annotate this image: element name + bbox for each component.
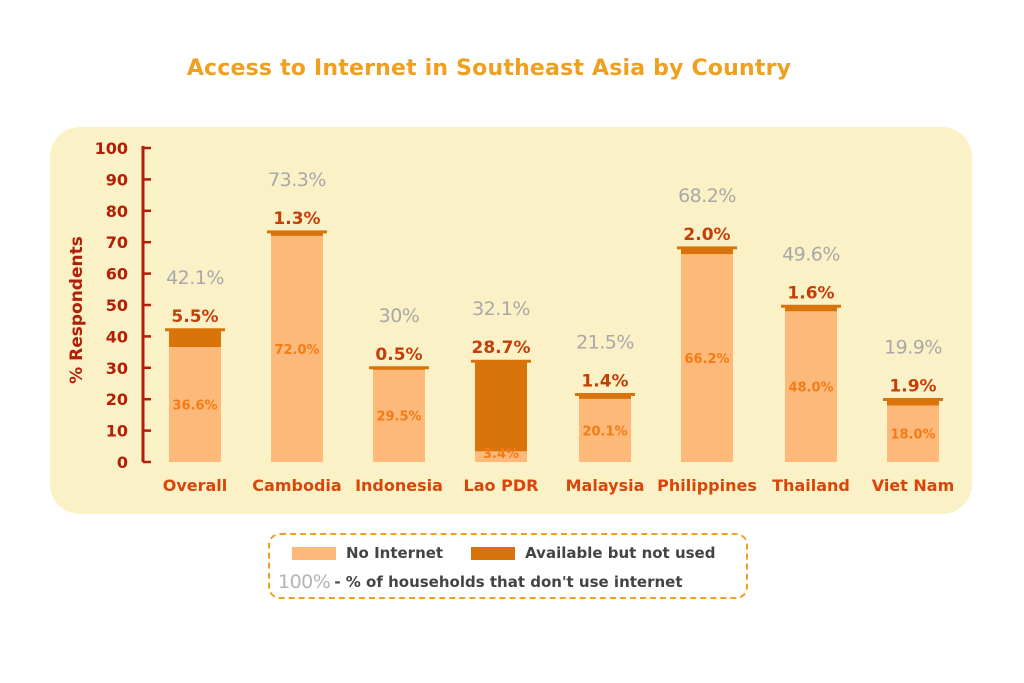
bar-no-internet [579,398,631,462]
bar-available [579,394,631,399]
legend-label-no-internet: No Internet [346,544,444,562]
y-tick-label: 60 [106,265,128,284]
bar-total-label: 42.1% [166,267,224,289]
bar-available-label: 2.0% [683,225,730,245]
bar-no-internet [785,311,837,462]
bar-available [475,361,527,452]
bar-available-label: 1.6% [787,283,834,303]
bar-no-internet [475,451,527,462]
bar-no-internet [681,254,733,462]
bar-available-label: 28.7% [472,338,531,358]
bar-no-internet [373,369,425,462]
legend-total-explanation: - % of households that don't use interne… [334,573,683,591]
bar-total-label: 68.2% [678,185,736,207]
bar-available-label: 1.4% [581,371,628,391]
y-tick-label: 20 [106,390,128,409]
legend-swatch-no-internet [292,546,336,560]
bar-no-internet [271,235,323,462]
y-tick-label: 40 [106,327,128,346]
bar-total-label: 21.5% [576,331,634,353]
y-tick-label: 70 [106,233,128,252]
y-axis-title: % Respondents [67,236,87,384]
x-category-label: Viet Nam [872,476,955,495]
legend-row-total-note: 100% - % of households that don't use in… [278,571,683,593]
chart-title: Access to Internet in Southeast Asia by … [186,56,792,81]
x-category-label: Cambodia [252,476,341,495]
bar-no-internet-label: 72.0% [274,343,319,358]
bar-available [169,329,221,348]
bar-no-internet-label: 66.2% [684,352,729,367]
y-tick-label: 10 [106,422,128,441]
bar-available-label: 1.9% [889,377,936,397]
bar-total-label: 32.1% [472,298,530,320]
legend-row-series: No Internet Available but not used [292,543,715,563]
bar-no-internet-label: 20.1% [582,424,627,439]
y-tick-label: 100 [95,139,128,158]
y-tick-label: 50 [106,296,128,315]
bar-available [681,247,733,255]
bar-available-label: 5.5% [171,307,218,327]
bar-no-internet-label: 36.6% [172,399,217,414]
y-tick-label: 90 [106,170,128,189]
x-category-label: Malaysia [566,476,645,495]
bar-no-internet [887,405,939,462]
y-tick-label: 30 [106,359,128,378]
bar-total-label: 19.9% [884,337,942,359]
legend-swatch-available [471,546,516,560]
bar-available-label: 0.5% [375,345,422,365]
x-category-label: Thailand [772,476,850,495]
bar-no-internet-label: 29.5% [376,410,421,425]
legend: No Internet Available but not used 100% … [268,533,748,599]
legend-total-example: 100% [278,571,331,593]
y-tick-label: 0 [117,453,128,472]
bar-total-label: 73.3% [268,169,326,191]
bar-total-label: 49.6% [782,243,840,265]
bar-available [271,231,323,236]
bar-no-internet-label: 18.0% [890,428,935,443]
x-category-label: Indonesia [355,476,443,495]
bar-available [785,306,837,312]
bar-total-label: 30% [379,305,420,327]
bar-available [887,399,939,406]
x-category-label: Overall [163,476,228,495]
bar-no-internet-label: 3.4% [483,447,519,462]
legend-label-available: Available but not used [525,544,716,562]
bar-no-internet [169,347,221,462]
bar-no-internet-label: 48.0% [788,381,833,396]
x-category-label: Lao PDR [464,476,539,495]
bar-available-label: 1.3% [273,209,320,229]
x-category-label: Philippines [657,476,757,495]
y-tick-label: 80 [106,202,128,221]
